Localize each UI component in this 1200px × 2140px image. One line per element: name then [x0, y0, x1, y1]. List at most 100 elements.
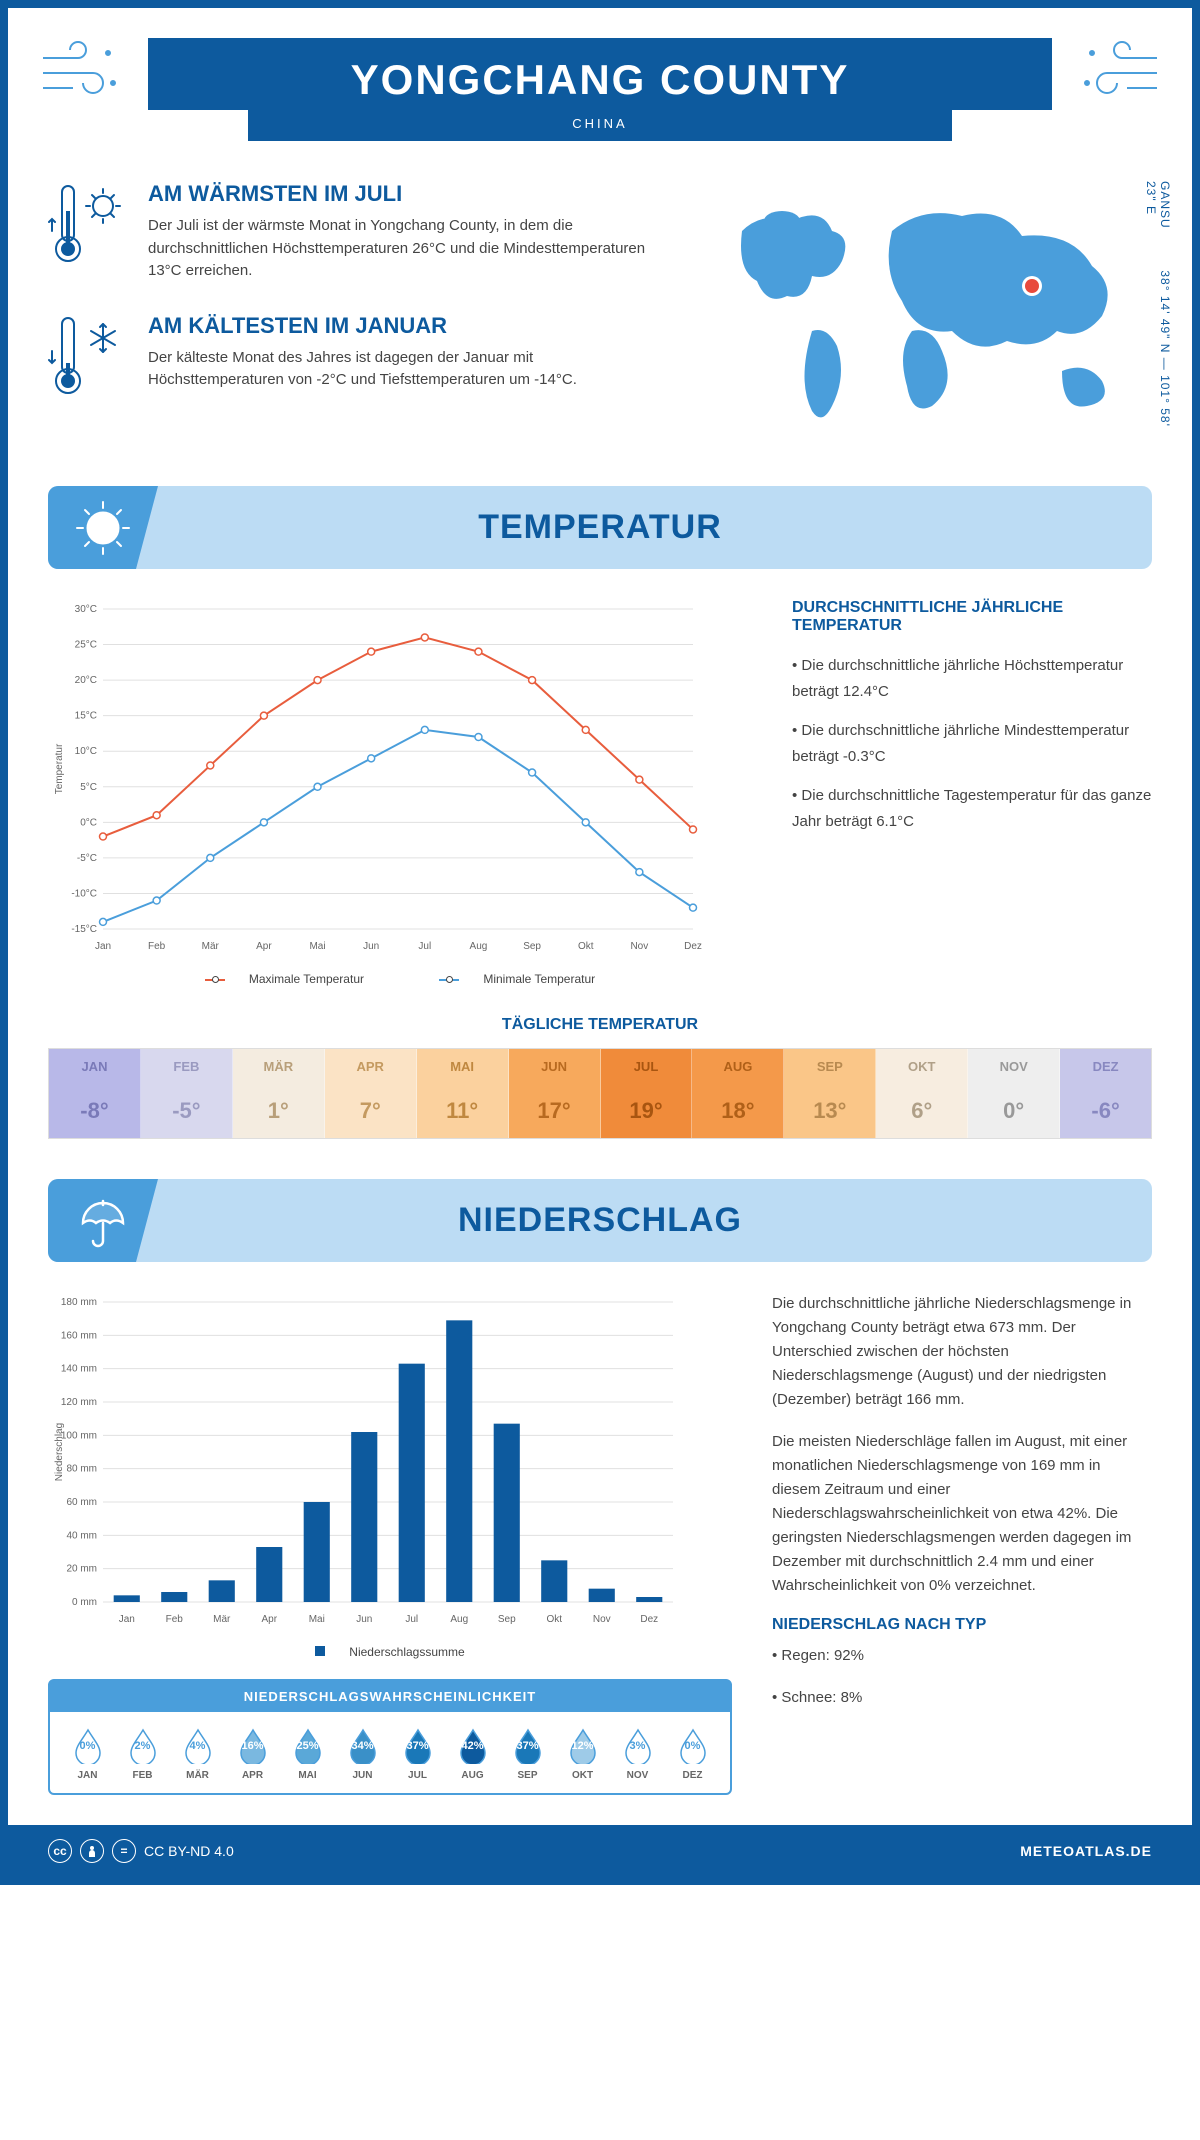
svg-text:Jan: Jan: [95, 941, 111, 952]
info-bullet: • Die durchschnittliche jährliche Mindes…: [792, 718, 1152, 769]
probability-box: NIEDERSCHLAGSWAHRSCHEINLICHKEIT 0%JAN2%F…: [48, 1679, 732, 1795]
svg-text:15°C: 15°C: [75, 711, 97, 722]
svg-text:Mär: Mär: [213, 1614, 231, 1625]
svg-text:Mai: Mai: [309, 1614, 325, 1625]
wind-icon: [38, 38, 128, 113]
daily-cell: NOV0°: [968, 1049, 1060, 1138]
info-bullet: • Die durchschnittliche jährliche Höchst…: [792, 653, 1152, 704]
cold-title: AM KÄLTESTEN IM JANUAR: [148, 313, 672, 339]
svg-text:5°C: 5°C: [80, 782, 97, 793]
precip-legend: Niederschlagssumme: [48, 1645, 732, 1659]
svg-text:Temperatur: Temperatur: [54, 743, 65, 794]
probability-cell: 4%MÄR: [170, 1726, 225, 1781]
svg-text:20 mm: 20 mm: [66, 1564, 97, 1575]
temperature-chart: -15°C-10°C-5°C0°C5°C10°C15°C20°C25°C30°C…: [48, 599, 752, 986]
svg-text:20°C: 20°C: [75, 675, 97, 686]
svg-text:Okt: Okt: [546, 1614, 562, 1625]
probability-cell: 42%AUG: [445, 1726, 500, 1781]
precipitation-chart: 0 mm 20 mm 40 mm 60 mm 80 mm 100 mm 120 mm 140 …: [48, 1292, 732, 1659]
probability-cell: 0%DEZ: [665, 1726, 720, 1781]
warm-title: AM WÄRMSTEN IM JULI: [148, 181, 672, 207]
bytype-item: • Schnee: 8%: [772, 1686, 1152, 1710]
probability-cell: 2%FEB: [115, 1726, 170, 1781]
wind-icon: [1072, 38, 1162, 113]
daily-cell: AUG18°: [692, 1049, 784, 1138]
thermometer-snow-icon: [48, 313, 128, 408]
warm-text: Der Juli ist der wärmste Monat in Yongch…: [148, 215, 672, 283]
svg-text:Nov: Nov: [630, 941, 648, 952]
svg-text:Jun: Jun: [363, 941, 379, 952]
svg-text:Aug: Aug: [470, 941, 488, 952]
svg-text:120 mm: 120 mm: [61, 1397, 97, 1408]
svg-text:-10°C: -10°C: [71, 888, 97, 899]
svg-text:80 mm: 80 mm: [66, 1464, 97, 1475]
daily-cell: MAI11°: [417, 1049, 509, 1138]
svg-text:Jul: Jul: [405, 1614, 418, 1625]
world-map: GANSU 38° 14' 49" N — 101° 58' 23" E: [712, 181, 1152, 446]
svg-text:Dez: Dez: [684, 941, 702, 952]
daily-cell: JAN-8°: [49, 1049, 141, 1138]
svg-text:100 mm: 100 mm: [61, 1430, 97, 1441]
umbrella-icon: [48, 1179, 158, 1262]
svg-text:Aug: Aug: [450, 1614, 468, 1625]
bytype-item: • Regen: 92%: [772, 1644, 1152, 1668]
svg-text:Mai: Mai: [309, 941, 325, 952]
daily-cell: SEP13°: [784, 1049, 876, 1138]
site-label: METEOATLAS.DE: [1020, 1843, 1152, 1859]
svg-text:40 mm: 40 mm: [66, 1530, 97, 1541]
by-icon: [80, 1839, 104, 1863]
coldest-fact: AM KÄLTESTEN IM JANUAR Der kälteste Mona…: [48, 313, 672, 408]
daily-cell: DEZ-6°: [1060, 1049, 1151, 1138]
probability-cell: 37%JUL: [390, 1726, 445, 1781]
svg-text:-5°C: -5°C: [77, 853, 97, 864]
temperature-section-head: TEMPERATUR: [48, 486, 1152, 569]
svg-text:60 mm: 60 mm: [66, 1497, 97, 1508]
daily-cell: OKT6°: [876, 1049, 968, 1138]
chart-legend: Maximale Temperatur Minimale Temperatur: [48, 972, 752, 986]
daily-cell: JUN17°: [509, 1049, 601, 1138]
country-label: CHINA: [248, 110, 952, 141]
svg-text:Apr: Apr: [256, 941, 272, 952]
svg-text:Nov: Nov: [593, 1614, 611, 1625]
warmest-fact: AM WÄRMSTEN IM JULI Der Juli ist der wär…: [48, 181, 672, 283]
svg-text:Jun: Jun: [356, 1614, 372, 1625]
svg-text:Jul: Jul: [418, 941, 431, 952]
svg-text:Sep: Sep: [498, 1614, 516, 1625]
license-label: CC BY-ND 4.0: [144, 1843, 234, 1859]
svg-text:30°C: 30°C: [75, 604, 97, 615]
precipitation-info: Die durchschnittliche jährliche Niedersc…: [772, 1292, 1152, 1795]
daily-cell: JUL19°: [601, 1049, 693, 1138]
svg-text:Feb: Feb: [148, 941, 166, 952]
svg-text:-15°C: -15°C: [71, 924, 97, 935]
probability-cell: 0%JAN: [60, 1726, 115, 1781]
thermometer-sun-icon: [48, 181, 128, 283]
svg-text:Apr: Apr: [261, 1614, 277, 1625]
daily-temp-table: JAN-8°FEB-5°MÄR1°APR7°MAI11°JUN17°JUL19°…: [48, 1048, 1152, 1139]
title-banner: YONGCHANG COUNTY: [148, 38, 1052, 110]
cold-text: Der kälteste Monat des Jahres ist dagege…: [148, 347, 672, 392]
probability-cell: 34%JUN: [335, 1726, 390, 1781]
precipitation-section-head: NIEDERSCHLAG: [48, 1179, 1152, 1262]
svg-text:180 mm: 180 mm: [61, 1297, 97, 1308]
svg-text:160 mm: 160 mm: [61, 1330, 97, 1341]
page-title: YONGCHANG COUNTY: [148, 56, 1052, 104]
header: YONGCHANG COUNTY CHINA: [48, 38, 1152, 141]
svg-text:Niederschlag: Niederschlag: [54, 1423, 65, 1481]
sun-icon: [48, 486, 158, 569]
info-bullet: • Die durchschnittliche Tagestemperatur …: [792, 783, 1152, 834]
svg-text:140 mm: 140 mm: [61, 1364, 97, 1375]
probability-cell: 3%NOV: [610, 1726, 665, 1781]
nd-icon: =: [112, 1839, 136, 1863]
footer: cc = CC BY-ND 4.0 METEOATLAS.DE: [8, 1825, 1192, 1877]
daily-cell: FEB-5°: [141, 1049, 233, 1138]
svg-text:Sep: Sep: [523, 941, 541, 952]
svg-text:Jan: Jan: [119, 1614, 135, 1625]
svg-text:Dez: Dez: [640, 1614, 658, 1625]
daily-cell: APR7°: [325, 1049, 417, 1138]
temperature-info: DURCHSCHNITTLICHE JÄHRLICHE TEMPERATUR •…: [792, 599, 1152, 986]
daily-cell: MÄR1°: [233, 1049, 325, 1138]
svg-text:0°C: 0°C: [80, 817, 97, 828]
svg-text:Mär: Mär: [202, 941, 220, 952]
svg-text:0 mm: 0 mm: [72, 1597, 97, 1608]
svg-text:25°C: 25°C: [75, 640, 97, 651]
